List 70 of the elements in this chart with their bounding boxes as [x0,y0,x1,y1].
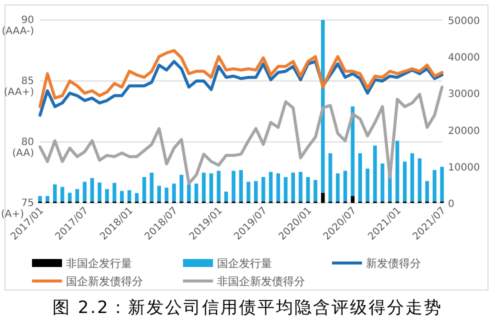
bar [187,184,191,202]
bar [350,196,355,203]
bar [53,184,57,202]
bar [254,181,258,202]
bar [134,193,139,202]
bar [164,188,168,202]
legend-label: 国企发行量 [217,257,272,270]
bar [284,177,288,202]
bar [157,186,161,202]
bar [90,178,94,202]
bar [38,196,42,202]
bar [239,170,243,202]
text: 图 2.2：新发公司信用债平均隐含评级得分走势 [52,298,442,318]
bar [432,170,436,202]
legend-label: 非国企发行量 [66,257,132,270]
bar [224,192,228,202]
bar [98,182,102,202]
bar [410,153,414,202]
bar [82,182,87,202]
bar [246,182,250,202]
legend-label: 非国企新发债得分 [217,275,305,288]
bar [60,186,64,202]
bar [127,190,132,202]
bar [321,192,325,203]
bar [180,174,184,202]
bar [306,177,310,202]
bar [380,163,384,202]
legend-label: 国企新发债得分 [66,275,143,288]
bar [402,162,407,202]
bar [336,173,340,202]
y2-tick-label: 50000 [448,16,480,27]
bar [366,168,370,202]
bar [75,189,80,202]
bar [328,153,332,202]
bar [46,196,50,202]
bar [120,190,124,202]
bar [321,20,325,193]
y2-tick-label: 10000 [448,162,480,174]
y2-tick-label: 0 [448,199,454,210]
y2-tick-label: 30000 [448,89,480,100]
bar [172,184,176,202]
bar [150,172,154,202]
y-tick-label: 90 (AAA-) [2,15,34,37]
y-tick-label: 85 (AA+) [4,76,34,98]
bar [194,184,198,202]
y-tick-label: 80 (AA) [12,137,34,159]
bar [358,153,362,202]
bar [440,166,444,202]
bar [418,158,422,202]
bar [209,173,214,202]
bar [216,170,221,202]
bar [261,177,266,202]
bar [425,181,429,202]
bar [232,170,236,202]
bar [112,182,116,202]
bar [291,172,295,202]
bar [314,180,318,202]
bar [343,170,348,202]
y2-tick-label: 40000 [448,52,480,64]
bar [268,172,273,202]
y2-tick-label: 20000 [448,126,480,137]
bar [373,146,377,202]
bar [105,189,109,202]
bar [298,172,302,202]
legend-label: 新发债得分 [366,257,421,270]
bar [68,192,72,202]
bar [395,140,400,202]
bar [276,173,280,202]
bar [142,177,146,202]
bar [202,172,206,202]
